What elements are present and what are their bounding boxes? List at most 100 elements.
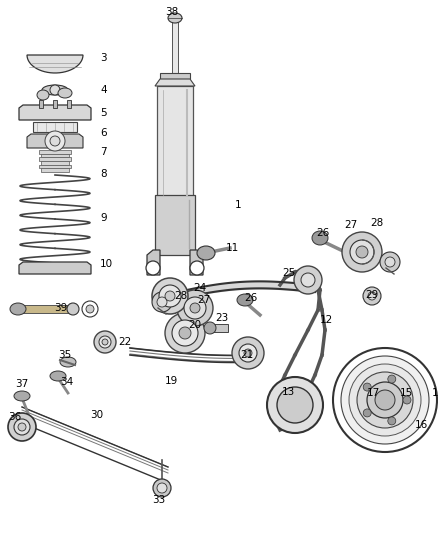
- Ellipse shape: [165, 313, 205, 353]
- Ellipse shape: [50, 136, 60, 146]
- Text: 4: 4: [100, 85, 106, 95]
- Ellipse shape: [146, 261, 160, 275]
- Ellipse shape: [10, 303, 26, 315]
- Ellipse shape: [153, 479, 171, 497]
- Ellipse shape: [14, 391, 30, 401]
- Text: 37: 37: [15, 379, 28, 389]
- Ellipse shape: [333, 348, 437, 452]
- Text: 11: 11: [226, 243, 239, 253]
- Text: 34: 34: [60, 377, 73, 387]
- Ellipse shape: [18, 423, 26, 431]
- Ellipse shape: [168, 13, 182, 23]
- Ellipse shape: [294, 266, 322, 294]
- Ellipse shape: [190, 303, 200, 313]
- Ellipse shape: [152, 278, 188, 314]
- Ellipse shape: [94, 331, 116, 353]
- Text: 13: 13: [282, 387, 295, 397]
- Text: 15: 15: [400, 388, 413, 398]
- Text: 9: 9: [100, 213, 106, 223]
- Text: 36: 36: [8, 412, 21, 422]
- Text: 18: 18: [432, 388, 438, 398]
- Bar: [67, 100, 71, 108]
- Text: 3: 3: [100, 53, 106, 63]
- Bar: [33, 122, 77, 132]
- Polygon shape: [19, 262, 91, 274]
- Ellipse shape: [277, 387, 313, 423]
- Ellipse shape: [67, 303, 79, 315]
- Text: 7: 7: [100, 147, 106, 157]
- Bar: [172, 20, 178, 75]
- Ellipse shape: [184, 297, 206, 319]
- Ellipse shape: [239, 344, 257, 362]
- Ellipse shape: [159, 285, 181, 307]
- Text: 28: 28: [174, 291, 187, 301]
- Ellipse shape: [99, 336, 111, 348]
- Text: 30: 30: [90, 410, 103, 420]
- Ellipse shape: [177, 290, 213, 326]
- Ellipse shape: [232, 337, 264, 369]
- Ellipse shape: [363, 383, 371, 391]
- Bar: [39, 157, 71, 161]
- Bar: [41, 161, 69, 165]
- Text: 16: 16: [415, 420, 428, 430]
- Text: 27: 27: [197, 295, 210, 305]
- Text: 26: 26: [316, 228, 329, 238]
- Bar: [53, 100, 57, 108]
- Ellipse shape: [45, 131, 65, 151]
- Bar: [157, 86, 193, 201]
- Ellipse shape: [388, 417, 396, 425]
- Text: 26: 26: [244, 293, 257, 303]
- Text: 5: 5: [100, 108, 106, 118]
- Text: 24: 24: [193, 283, 206, 293]
- Text: 23: 23: [215, 313, 228, 323]
- Bar: [160, 73, 190, 79]
- Ellipse shape: [179, 327, 191, 339]
- Polygon shape: [155, 79, 195, 86]
- Text: 1: 1: [235, 200, 242, 210]
- Ellipse shape: [403, 396, 411, 404]
- Ellipse shape: [363, 409, 371, 417]
- Ellipse shape: [58, 88, 72, 98]
- Text: 8: 8: [100, 169, 106, 179]
- Ellipse shape: [356, 246, 368, 258]
- Ellipse shape: [60, 357, 76, 367]
- Ellipse shape: [190, 261, 204, 275]
- Ellipse shape: [8, 413, 36, 441]
- Polygon shape: [147, 250, 160, 275]
- Polygon shape: [19, 105, 91, 120]
- Ellipse shape: [375, 390, 395, 410]
- Ellipse shape: [350, 240, 374, 264]
- Ellipse shape: [312, 231, 328, 245]
- Text: 21: 21: [240, 350, 253, 360]
- Ellipse shape: [50, 85, 60, 95]
- Text: 35: 35: [58, 350, 71, 360]
- Polygon shape: [27, 134, 83, 148]
- Text: 6: 6: [100, 128, 106, 138]
- Ellipse shape: [157, 483, 167, 493]
- Text: 12: 12: [320, 315, 333, 325]
- Ellipse shape: [357, 372, 413, 428]
- Ellipse shape: [204, 322, 216, 334]
- Bar: [39, 150, 71, 154]
- Text: 29: 29: [365, 290, 378, 300]
- Ellipse shape: [157, 297, 167, 307]
- Ellipse shape: [165, 291, 175, 301]
- Ellipse shape: [301, 273, 315, 287]
- Polygon shape: [190, 250, 203, 275]
- Bar: [18, 305, 73, 313]
- Ellipse shape: [341, 356, 429, 444]
- Ellipse shape: [197, 246, 215, 260]
- Ellipse shape: [380, 252, 400, 272]
- Ellipse shape: [237, 294, 253, 306]
- Text: 17: 17: [367, 388, 380, 398]
- Ellipse shape: [367, 382, 403, 418]
- Text: 39: 39: [54, 303, 67, 313]
- Ellipse shape: [363, 287, 381, 305]
- Ellipse shape: [385, 257, 395, 267]
- Polygon shape: [27, 55, 83, 73]
- Ellipse shape: [42, 85, 68, 95]
- Bar: [41, 168, 69, 172]
- Text: 33: 33: [152, 495, 165, 505]
- Text: 22: 22: [118, 337, 131, 347]
- Bar: [210, 324, 228, 332]
